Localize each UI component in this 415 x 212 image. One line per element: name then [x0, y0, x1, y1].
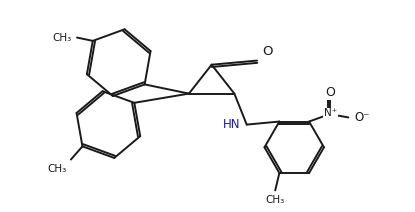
Text: O⁻: O⁻	[354, 111, 370, 124]
Text: O: O	[262, 45, 273, 58]
Text: CH₃: CH₃	[47, 164, 67, 174]
Text: HN: HN	[223, 118, 241, 131]
Text: O: O	[325, 86, 334, 99]
Text: CH₃: CH₃	[53, 33, 72, 43]
Text: CH₃: CH₃	[266, 195, 285, 205]
Text: N⁺: N⁺	[324, 108, 337, 118]
